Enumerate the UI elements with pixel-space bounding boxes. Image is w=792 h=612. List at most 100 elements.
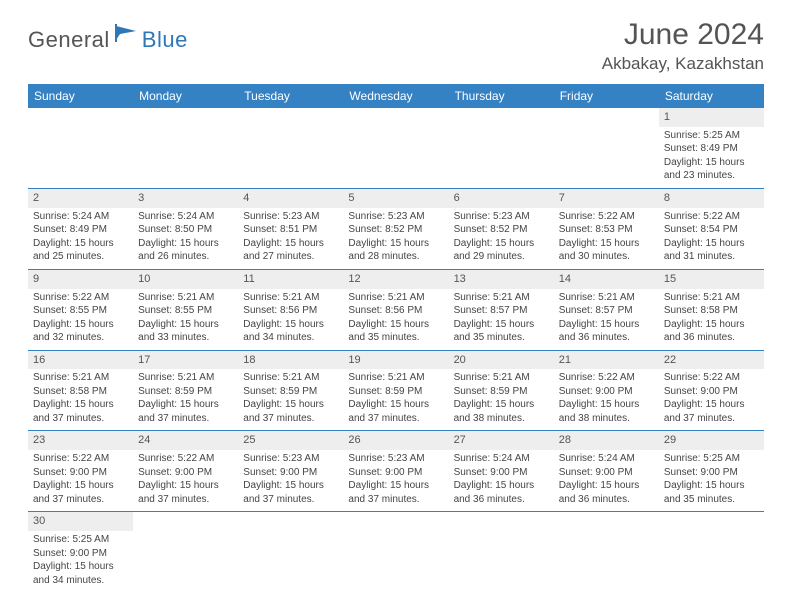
daylight-line-2: and 36 minutes. [559,331,654,345]
sunset-line: Sunset: 8:55 PM [33,304,128,318]
day-number: 2 [28,189,133,208]
sunrise-line: Sunrise: 5:24 AM [138,210,233,224]
sunrise-line: Sunrise: 5:21 AM [454,371,549,385]
day-cell-25: 25Sunrise: 5:23 AMSunset: 9:00 PMDayligh… [238,431,343,512]
empty-cell [343,108,448,188]
day-cell-2: 2Sunrise: 5:24 AMSunset: 8:49 PMDaylight… [28,188,133,269]
day-number: 19 [343,351,448,370]
daylight-line-2: and 28 minutes. [348,250,443,264]
day-number: 1 [659,108,764,127]
daylight-line-2: and 23 minutes. [664,169,759,183]
sunset-line: Sunset: 9:00 PM [138,466,233,480]
sunset-line: Sunset: 9:00 PM [664,466,759,480]
daylight-line-1: Daylight: 15 hours [664,237,759,251]
sunrise-line: Sunrise: 5:22 AM [559,371,654,385]
sunset-line: Sunset: 8:57 PM [454,304,549,318]
daylight-line-2: and 30 minutes. [559,250,654,264]
sunrise-line: Sunrise: 5:21 AM [33,371,128,385]
weekday-saturday: Saturday [659,84,764,108]
daylight-line-1: Daylight: 15 hours [243,398,338,412]
daylight-line-1: Daylight: 15 hours [454,237,549,251]
daylight-line-2: and 32 minutes. [33,331,128,345]
sunset-line: Sunset: 8:54 PM [664,223,759,237]
sunset-line: Sunset: 9:00 PM [664,385,759,399]
daylight-line-2: and 37 minutes. [33,412,128,426]
sunset-line: Sunset: 8:49 PM [664,142,759,156]
sunrise-line: Sunrise: 5:24 AM [559,452,654,466]
day-number: 14 [554,270,659,289]
sunset-line: Sunset: 8:55 PM [138,304,233,318]
sunrise-line: Sunrise: 5:21 AM [454,291,549,305]
sunset-line: Sunset: 8:50 PM [138,223,233,237]
sunrise-line: Sunrise: 5:25 AM [33,533,128,547]
sunrise-line: Sunrise: 5:22 AM [33,452,128,466]
daylight-line-2: and 37 minutes. [138,412,233,426]
daylight-line-2: and 35 minutes. [348,331,443,345]
day-cell-17: 17Sunrise: 5:21 AMSunset: 8:59 PMDayligh… [133,350,238,431]
daylight-line-2: and 38 minutes. [559,412,654,426]
daylight-line-2: and 37 minutes. [348,493,443,507]
sunrise-line: Sunrise: 5:25 AM [664,129,759,143]
sunset-line: Sunset: 8:58 PM [33,385,128,399]
day-cell-19: 19Sunrise: 5:21 AMSunset: 8:59 PMDayligh… [343,350,448,431]
sunset-line: Sunset: 9:00 PM [243,466,338,480]
sunrise-line: Sunrise: 5:25 AM [664,452,759,466]
day-cell-24: 24Sunrise: 5:22 AMSunset: 9:00 PMDayligh… [133,431,238,512]
daylight-line-1: Daylight: 15 hours [664,318,759,332]
sunset-line: Sunset: 9:00 PM [559,385,654,399]
brand-logo: General Blue [28,24,188,55]
day-number: 26 [343,431,448,450]
daylight-line-1: Daylight: 15 hours [348,237,443,251]
day-number: 10 [133,270,238,289]
daylight-line-2: and 34 minutes. [33,574,128,588]
daylight-line-2: and 37 minutes. [664,412,759,426]
daylight-line-1: Daylight: 15 hours [348,318,443,332]
day-cell-21: 21Sunrise: 5:22 AMSunset: 9:00 PMDayligh… [554,350,659,431]
sunrise-line: Sunrise: 5:23 AM [454,210,549,224]
sunrise-line: Sunrise: 5:24 AM [33,210,128,224]
page-title: June 2024 [602,18,764,52]
daylight-line-1: Daylight: 15 hours [138,318,233,332]
empty-cell [133,108,238,188]
day-cell-14: 14Sunrise: 5:21 AMSunset: 8:57 PMDayligh… [554,269,659,350]
day-number: 3 [133,189,238,208]
day-cell-12: 12Sunrise: 5:21 AMSunset: 8:56 PMDayligh… [343,269,448,350]
empty-cell [659,512,764,592]
daylight-line-2: and 31 minutes. [664,250,759,264]
sunrise-line: Sunrise: 5:22 AM [33,291,128,305]
day-cell-6: 6Sunrise: 5:23 AMSunset: 8:52 PMDaylight… [449,188,554,269]
empty-cell [554,512,659,592]
daylight-line-1: Daylight: 15 hours [33,479,128,493]
day-cell-23: 23Sunrise: 5:22 AMSunset: 9:00 PMDayligh… [28,431,133,512]
daylight-line-2: and 36 minutes. [454,493,549,507]
daylight-line-1: Daylight: 15 hours [664,398,759,412]
day-cell-3: 3Sunrise: 5:24 AMSunset: 8:50 PMDaylight… [133,188,238,269]
sunset-line: Sunset: 9:00 PM [33,547,128,561]
daylight-line-1: Daylight: 15 hours [138,398,233,412]
empty-cell [133,512,238,592]
empty-cell [343,512,448,592]
daylight-line-1: Daylight: 15 hours [33,560,128,574]
brand-part2: Blue [142,27,188,53]
day-cell-13: 13Sunrise: 5:21 AMSunset: 8:57 PMDayligh… [449,269,554,350]
sunset-line: Sunset: 8:59 PM [348,385,443,399]
weekday-header-row: SundayMondayTuesdayWednesdayThursdayFrid… [28,84,764,108]
sunset-line: Sunset: 9:00 PM [33,466,128,480]
daylight-line-2: and 36 minutes. [664,331,759,345]
day-cell-7: 7Sunrise: 5:22 AMSunset: 8:53 PMDaylight… [554,188,659,269]
calendar-week-row: 16Sunrise: 5:21 AMSunset: 8:58 PMDayligh… [28,350,764,431]
daylight-line-2: and 29 minutes. [454,250,549,264]
empty-cell [28,108,133,188]
calendar-week-row: 9Sunrise: 5:22 AMSunset: 8:55 PMDaylight… [28,269,764,350]
day-number: 5 [343,189,448,208]
sunset-line: Sunset: 8:56 PM [348,304,443,318]
daylight-line-2: and 33 minutes. [138,331,233,345]
day-cell-26: 26Sunrise: 5:23 AMSunset: 9:00 PMDayligh… [343,431,448,512]
sunrise-line: Sunrise: 5:23 AM [243,452,338,466]
calendar-week-row: 23Sunrise: 5:22 AMSunset: 9:00 PMDayligh… [28,431,764,512]
brand-part1: General [28,27,110,53]
empty-cell [449,108,554,188]
calendar-week-row: 1Sunrise: 5:25 AMSunset: 8:49 PMDaylight… [28,108,764,188]
day-cell-27: 27Sunrise: 5:24 AMSunset: 9:00 PMDayligh… [449,431,554,512]
day-cell-22: 22Sunrise: 5:22 AMSunset: 9:00 PMDayligh… [659,350,764,431]
